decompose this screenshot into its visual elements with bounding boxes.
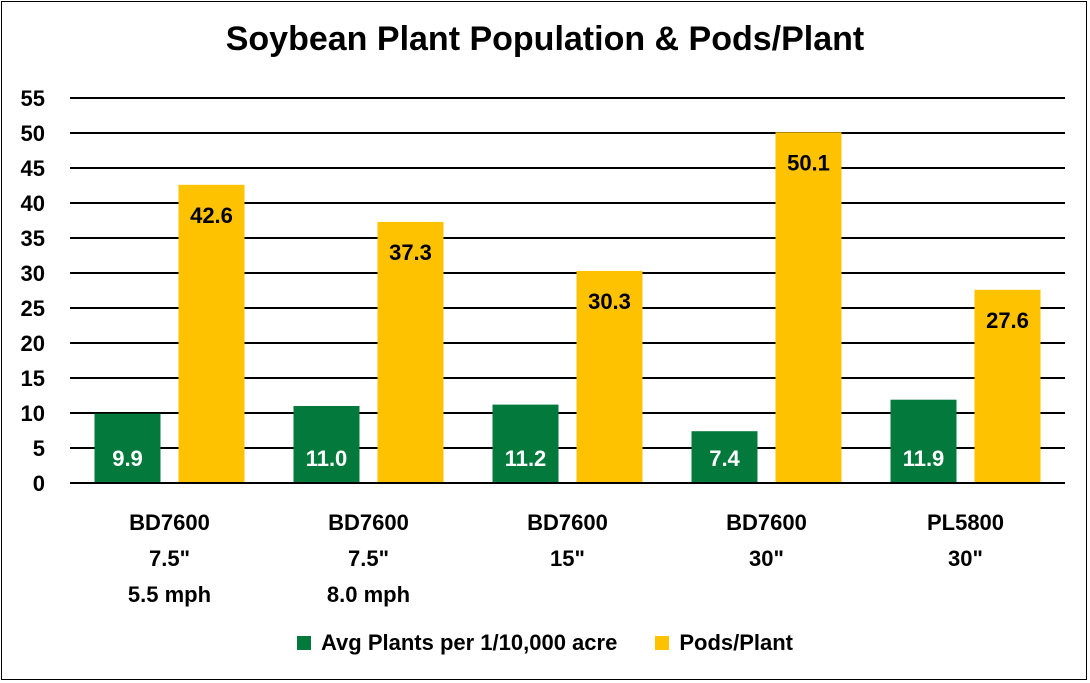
x-category-label: 30": [749, 546, 784, 571]
bar-avg-plants: [492, 404, 559, 483]
y-tick-label: 5: [33, 436, 45, 461]
data-label-avg-plants: 11.9: [903, 446, 945, 471]
x-category-label: 15": [550, 546, 585, 571]
y-tick-label: 45: [21, 156, 45, 181]
y-tick-label: 0: [33, 471, 45, 496]
x-category-label: BD7600: [328, 510, 409, 535]
x-category-label: 7.5": [149, 546, 190, 571]
x-category-label: 30": [948, 546, 983, 571]
legend-item-plants: Avg Plants per 1/10,000 acre: [296, 630, 618, 656]
x-category-label: PL5800: [927, 510, 1004, 535]
data-label-pods-per-plant: 42.6: [190, 203, 233, 228]
legend-label-plants: Avg Plants per 1/10,000 acre: [320, 630, 618, 655]
bar-pods-per-plant: [576, 270, 643, 483]
y-axis-ticks: 0 5 10 15 20 25 30 35 40 45 50 55: [21, 86, 45, 496]
bar-pods-per-plant: [775, 132, 842, 484]
x-category-label: 5.5 mph: [128, 582, 211, 607]
data-label-avg-plants: 7.4: [709, 446, 740, 471]
legend-swatch-pods: [655, 636, 670, 650]
bar-avg-plants: [94, 413, 161, 483]
x-category-label: 8.0 mph: [327, 582, 410, 607]
data-labels: 9.9 42.6 11.0 37.3 11.2 30.3 7.4 50.1 11.9 27.6: [112, 150, 1029, 471]
y-tick-label: 10: [21, 401, 45, 426]
bar-pods-per-plant: [377, 221, 444, 483]
y-tick-label: 20: [21, 331, 45, 356]
bar-pods-per-plant: [178, 184, 245, 484]
y-tick-label: 55: [21, 86, 45, 111]
y-tick-label: 35: [21, 226, 45, 251]
data-label-pods-per-plant: 30.3: [588, 289, 631, 314]
y-tick-label: 30: [21, 261, 45, 286]
x-axis-categories: BD7600 7.5" 5.5 mph BD7600 7.5" 8.0 mph BD7600…: [128, 510, 1004, 607]
y-tick-label: 25: [21, 296, 45, 321]
bar-avg-plants: [890, 399, 957, 483]
x-category-label: BD7600: [129, 510, 210, 535]
data-label-pods-per-plant: 50.1: [787, 150, 830, 175]
data-label-avg-plants: 9.9: [112, 446, 143, 471]
y-tick-label: 15: [21, 366, 45, 391]
legend-item-pods: Pods/Plant: [655, 630, 793, 656]
x-category-label: BD7600: [527, 510, 608, 535]
y-tick-label: 40: [21, 191, 45, 216]
x-category-label: 7.5": [348, 546, 389, 571]
legend: Avg Plants per 1/10,000 acre Pods/Plant: [0, 630, 1090, 656]
chart-title: Soybean Plant Population & Pods/Plant: [225, 20, 865, 58]
legend-label-pods: Pods/Plant: [679, 630, 794, 655]
x-category-label: BD7600: [726, 510, 807, 535]
data-label-pods-per-plant: 37.3: [389, 240, 432, 265]
y-tick-label: 50: [21, 121, 45, 146]
bars: [70, 132, 1065, 484]
data-label-avg-plants: 11.0: [306, 446, 348, 471]
bar-avg-plants: [691, 431, 758, 483]
bar-pods-per-plant: [974, 289, 1041, 483]
bar-avg-plants: [293, 406, 360, 483]
data-label-avg-plants: 11.2: [505, 446, 547, 471]
data-label-pods-per-plant: 27.6: [986, 308, 1029, 333]
legend-swatch-plants: [296, 636, 311, 650]
